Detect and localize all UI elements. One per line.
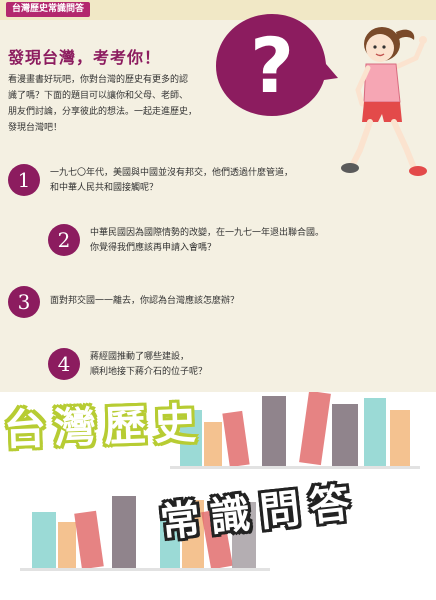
page-heading: 發現台灣，考考你！	[8, 48, 162, 67]
book-page: 台灣歷史常識問答 發現台灣，考考你！ 看漫畫書好玩吧，你對台灣的歷史有更多的認 …	[0, 0, 436, 392]
question-line: 順利地接下蔣介石的位子呢？	[90, 367, 208, 377]
book-decoration	[160, 516, 180, 568]
question-number: 1	[8, 164, 40, 196]
series-tag: 台灣歷史常識問答	[6, 2, 91, 17]
book-decoration	[222, 410, 250, 468]
intro-paragraph: 看漫畫書好玩吧，你對台灣的歷史有更多的認 識了嗎？下面的題目可以讓你和父母、老師…	[8, 72, 218, 136]
book-decoration	[32, 512, 56, 568]
question-text: 一九七〇年代，美國與中國並沒有邦交，他們透過什麼管道， 和中華人民共和國接觸呢？	[50, 166, 293, 196]
intro-line: 朋友們討論，分享彼此的想法。一起走進歷史，	[8, 107, 198, 117]
question-text: 蔣經國推動了哪些建設， 順利地接下蔣介石的位子呢？	[90, 350, 207, 380]
banner-title-sub: 常識問答	[158, 479, 362, 547]
question-mark-bubble: ?	[216, 14, 338, 116]
shelf-line	[170, 466, 420, 469]
question-line: 蔣經國推動了哪些建設，	[90, 352, 190, 362]
girl-illustration	[341, 27, 427, 176]
title-banner: 台灣歷史 常識問答	[0, 392, 436, 600]
intro-line: 識了嗎？下面的題目可以讓你和父母、老師、	[8, 91, 189, 101]
question-line: 和中華人民共和國接觸呢？	[50, 183, 159, 193]
book-decoration	[364, 398, 386, 466]
book-decoration	[182, 500, 204, 568]
question-line: 中華民國因為國際情勢的改變，在一九七一年退出聯合國。	[90, 228, 325, 238]
banner-title-main: 台灣歷史	[3, 398, 205, 455]
question-number: 4	[48, 348, 80, 380]
question-text: 中華民國因為國際情勢的改變，在一九七一年退出聯合國。 你覺得我們應該再申請入會嗎…	[90, 226, 324, 256]
intro-line: 看漫畫書好玩吧，你對台灣的歷史有更多的認	[8, 75, 189, 85]
book-decoration	[232, 502, 256, 568]
shelf-line	[20, 568, 270, 571]
question-line: 面對邦交國一一離去，你認為台灣應該怎麼辦？	[50, 296, 240, 306]
book-decoration	[262, 396, 286, 466]
question-mark-icon: ?	[250, 21, 294, 110]
book-decoration	[180, 410, 202, 466]
book-decoration	[299, 392, 331, 466]
question-number: 3	[8, 286, 40, 318]
question-line: 一九七〇年代，美國與中國並沒有邦交，他們透過什麼管道，	[50, 168, 294, 178]
question-3: 3 面對邦交國一一離去，你認為台灣應該怎麼辦？	[8, 286, 338, 326]
book-decoration	[332, 404, 358, 466]
question-1: 1 一九七〇年代，美國與中國並沒有邦交，他們透過什麼管道， 和中華人民共和國接觸…	[8, 164, 338, 204]
question-number: 2	[48, 224, 80, 256]
book-decoration	[204, 422, 222, 466]
question-2: 2 中華民國因為國際情勢的改變，在一九七一年退出聯合國。 你覺得我們應該再申請入…	[48, 224, 378, 264]
book-decoration	[112, 496, 136, 568]
question-text: 面對邦交國一一離去，你認為台灣應該怎麼辦？	[50, 294, 239, 309]
intro-line: 發現台灣吧！	[8, 123, 63, 133]
question-4: 4 蔣經國推動了哪些建設， 順利地接下蔣介石的位子呢？	[48, 348, 378, 388]
book-decoration	[58, 522, 76, 568]
book-decoration	[74, 510, 104, 570]
question-line: 你覺得我們應該再申請入會嗎？	[90, 243, 217, 253]
book-decoration	[390, 410, 410, 466]
page-header-strip: 台灣歷史常識問答	[0, 0, 436, 20]
